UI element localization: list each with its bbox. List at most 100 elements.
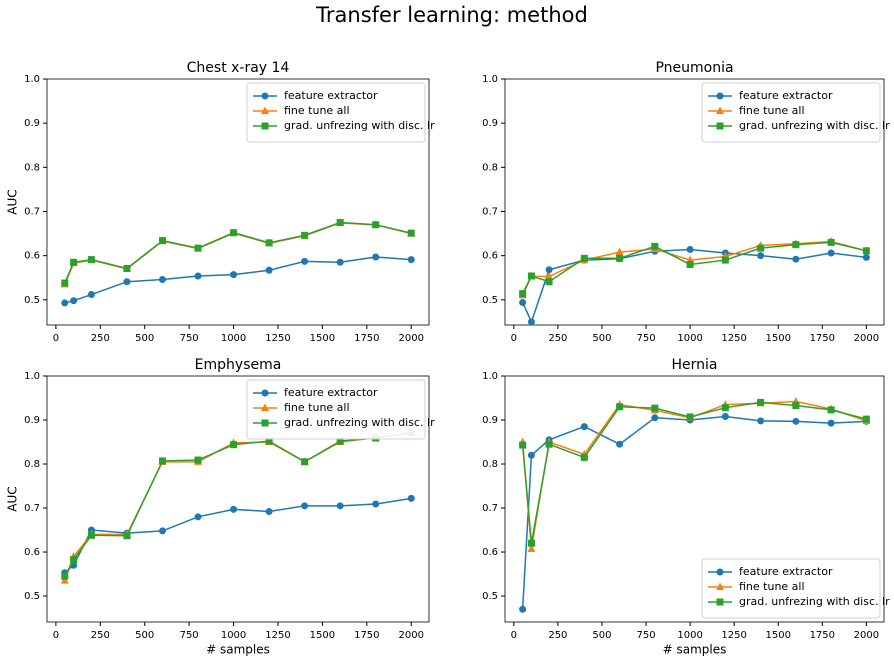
marker <box>545 271 554 280</box>
x-tick-label: 1000 <box>677 630 702 641</box>
subplot-title: Emphysema <box>195 357 282 373</box>
marker <box>519 605 527 613</box>
marker <box>61 299 69 307</box>
marker <box>407 256 415 264</box>
y-axis-label: AUC <box>6 189 20 214</box>
legend-box <box>246 82 426 143</box>
marker <box>686 245 694 253</box>
y-axis-label: AUC <box>6 486 20 511</box>
marker <box>519 441 527 449</box>
marker <box>261 403 269 411</box>
marker <box>261 419 269 427</box>
x-tick-label: 250 <box>548 630 567 641</box>
y-tick-label: 0.7 <box>482 503 498 514</box>
legend-label: fine tune all <box>739 104 805 117</box>
x-tick-label: 750 <box>636 333 655 344</box>
plot-frame <box>504 375 885 623</box>
x-tick-label: 1750 <box>354 333 379 344</box>
subplot-title: Pneumonia <box>655 60 733 76</box>
marker <box>61 279 69 287</box>
legend-label: fine tune all <box>284 401 350 414</box>
marker <box>265 266 273 274</box>
x-tick-label: 1250 <box>721 630 746 641</box>
y-tick-label: 1.0 <box>482 74 498 85</box>
marker <box>265 437 273 445</box>
x-tick-label: 1500 <box>310 333 335 344</box>
marker <box>70 556 78 564</box>
marker <box>230 441 238 449</box>
marker <box>545 266 553 274</box>
x-tick-label: 0 <box>53 333 59 344</box>
y-tick-label: 0.7 <box>24 206 40 217</box>
marker <box>372 221 380 229</box>
marker <box>716 568 724 576</box>
marker <box>651 242 659 250</box>
y-tick-label: 0.8 <box>24 162 40 173</box>
y-tick-label: 0.6 <box>24 251 40 262</box>
subplot-title: Hernia <box>672 357 718 373</box>
marker <box>716 92 724 100</box>
x-tick-label: 1500 <box>310 630 335 641</box>
series-line <box>64 431 412 581</box>
y-tick-label: 0.6 <box>482 547 498 558</box>
marker <box>616 440 624 448</box>
x-tick-label: 250 <box>548 333 567 344</box>
legend-label: feature extractor <box>284 89 378 102</box>
marker <box>757 252 765 260</box>
y-tick-label: 0.9 <box>24 118 40 129</box>
series-line <box>521 400 867 550</box>
x-tick-label: 1500 <box>766 333 791 344</box>
marker <box>336 502 344 510</box>
marker <box>301 231 309 239</box>
x-tick-label: 1250 <box>265 630 290 641</box>
marker <box>336 258 344 266</box>
marker <box>61 572 69 580</box>
marker <box>651 404 659 412</box>
x-tick-label: 500 <box>135 630 154 641</box>
y-tick-label: 0.5 <box>24 295 40 306</box>
marker <box>827 406 835 414</box>
legend-label: feature extractor <box>284 386 378 399</box>
x-axis-label: # samples <box>206 643 270 657</box>
marker <box>70 258 78 266</box>
marker <box>261 106 269 114</box>
marker <box>827 249 835 257</box>
y-tick-label: 0.8 <box>482 459 498 470</box>
marker <box>615 247 624 256</box>
marker <box>686 260 694 268</box>
x-tick-label: 750 <box>636 630 655 641</box>
x-axis-label: # samples <box>663 643 727 657</box>
marker <box>757 244 765 252</box>
x-tick-label: 0 <box>53 630 59 641</box>
x-tick-label: 500 <box>135 333 154 344</box>
plot-frame <box>504 78 885 326</box>
marker <box>721 404 729 412</box>
x-tick-label: 250 <box>91 630 110 641</box>
marker <box>230 229 238 237</box>
marker <box>123 532 131 540</box>
series-line <box>64 222 412 285</box>
marker <box>194 244 202 252</box>
x-tick-label: 1250 <box>265 333 290 344</box>
series-line <box>64 432 412 577</box>
y-tick-label: 0.9 <box>482 118 498 129</box>
y-tick-label: 0.8 <box>24 459 40 470</box>
plot-frame <box>46 375 430 623</box>
legend: feature extractor fine tune all grad. unfr… <box>246 82 435 143</box>
marker <box>716 598 724 606</box>
marker <box>87 291 95 299</box>
subplot: 0 250 500 750 1000 1250 1500 1750 2000 0.5 0.6 0.7 0… <box>6 60 436 344</box>
x-tick-label: 2000 <box>854 333 879 344</box>
plot-frame <box>46 78 430 326</box>
legend-box <box>246 379 426 440</box>
marker <box>862 253 870 261</box>
legend-label: grad. unfrezing with disc. lr <box>284 416 435 429</box>
x-tick-label: 1750 <box>810 333 835 344</box>
marker <box>721 412 729 420</box>
x-tick-label: 1250 <box>721 333 746 344</box>
marker <box>123 278 131 286</box>
x-tick-label: 1000 <box>221 333 246 344</box>
legend: feature extractor fine tune all grad. unfr… <box>701 82 890 143</box>
marker <box>261 92 269 100</box>
marker <box>527 544 536 552</box>
